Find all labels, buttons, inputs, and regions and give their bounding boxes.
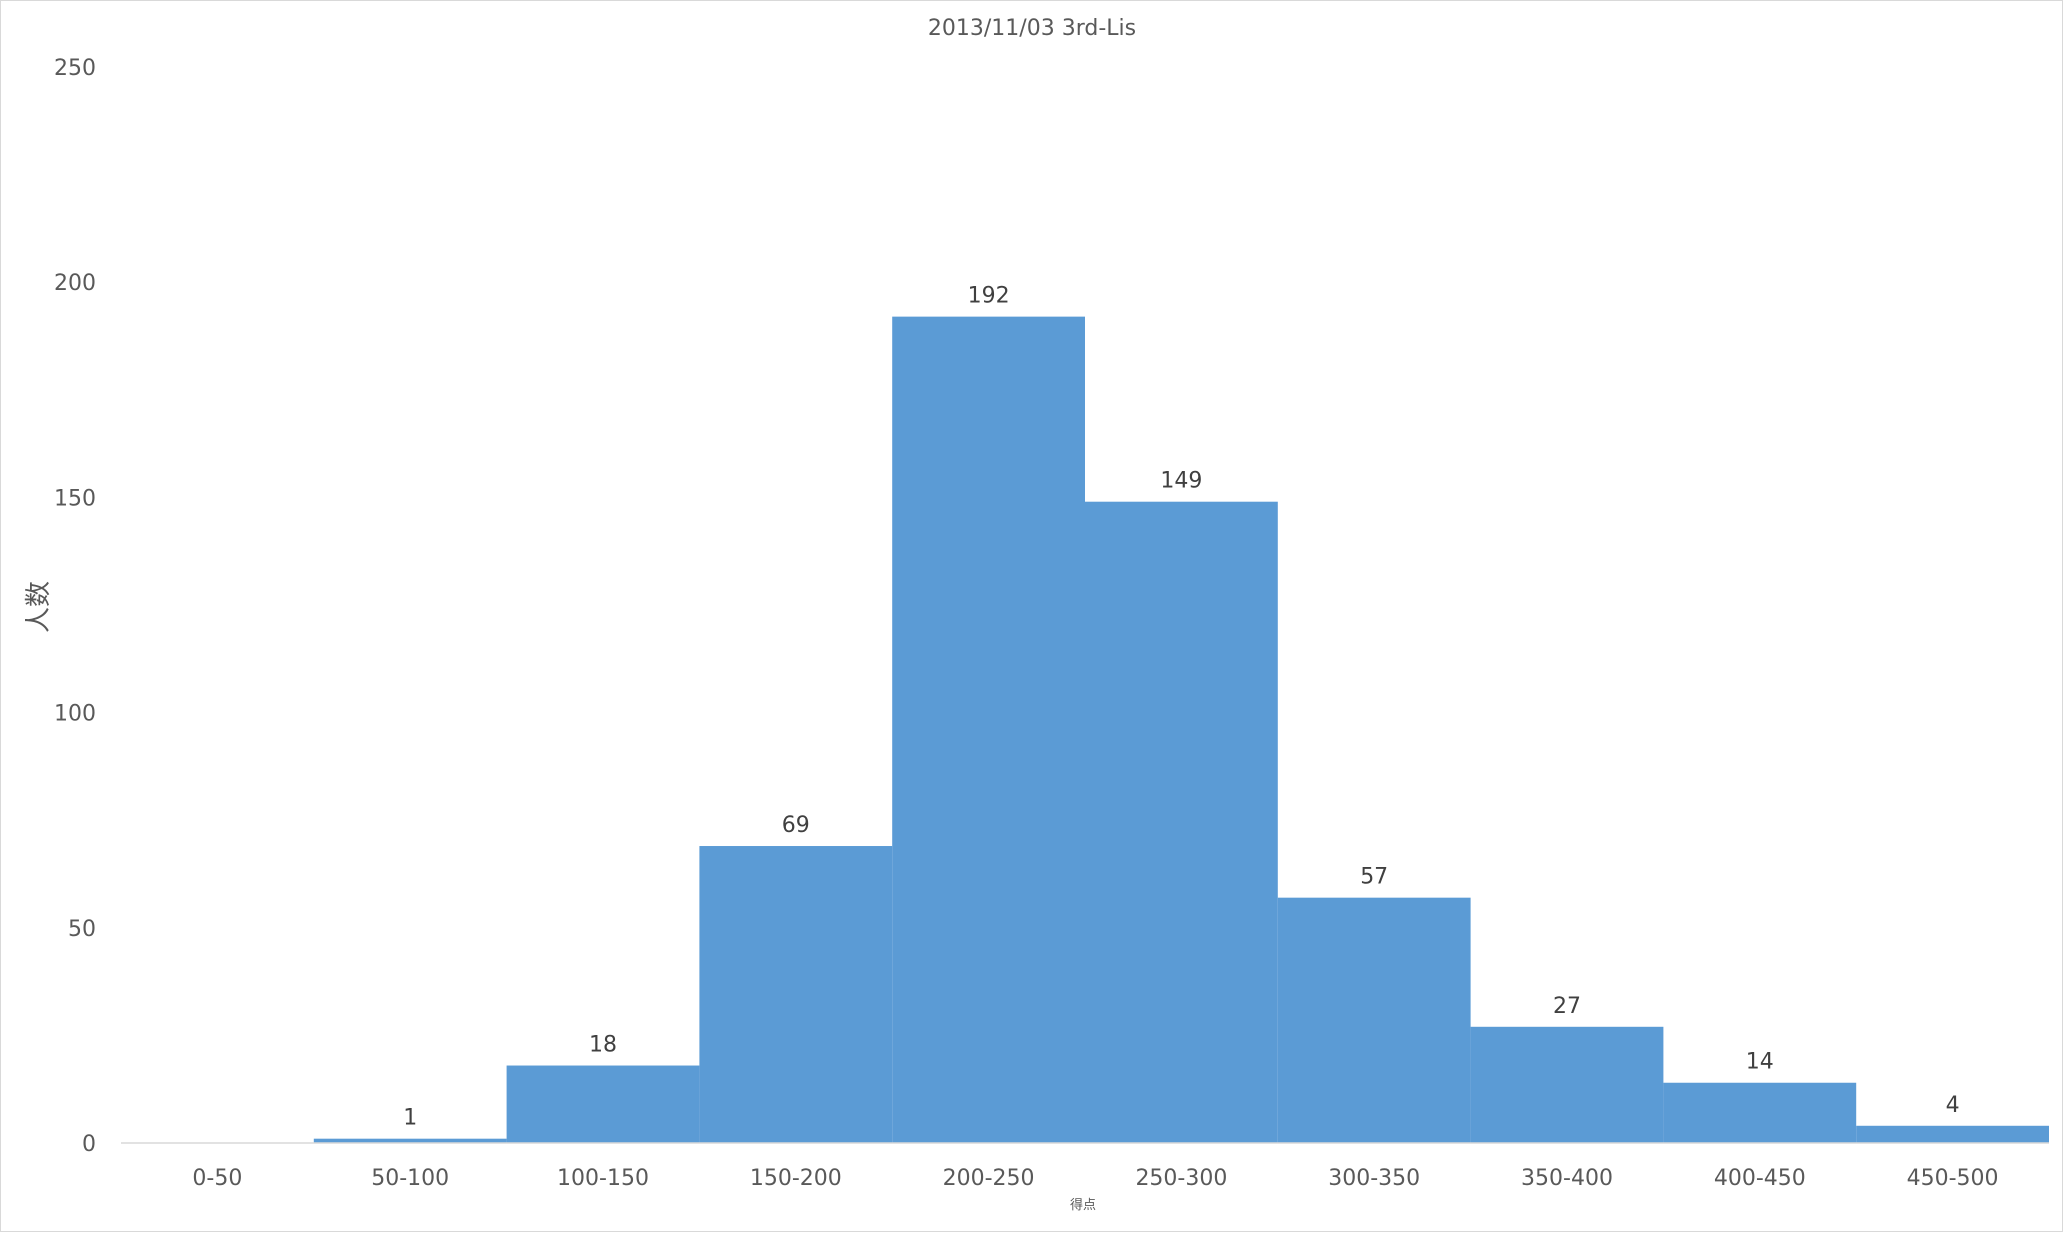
- data-label-150-200: 69: [782, 813, 810, 838]
- chart-title: 2013/11/03 3rd-Lis: [928, 16, 1136, 41]
- bar-100-150: [506, 1065, 700, 1143]
- bar-200-250: [892, 316, 1085, 1144]
- data-label-50-100: 1: [403, 1106, 417, 1131]
- x-axis-title: 得点: [1070, 1197, 1096, 1213]
- x-tick-label: 100-150: [557, 1166, 649, 1191]
- bar-400-450: [1663, 1082, 1857, 1143]
- bar-250-300: [1085, 501, 1278, 1144]
- x-tick-label: 0-50: [192, 1166, 242, 1191]
- bar-300-350: [1277, 897, 1471, 1143]
- y-axis-ticks: 0 50 100 150 200 250: [54, 56, 96, 1157]
- y-axis-title: 人数: [24, 581, 54, 633]
- x-tick-label: 450-500: [1907, 1166, 1999, 1191]
- y-tick-label: 150: [54, 486, 96, 511]
- bar-350-400: [1470, 1026, 1664, 1143]
- y-tick-label: 100: [54, 702, 96, 727]
- data-label-200-250: 192: [968, 284, 1010, 309]
- x-tick-label: 250-300: [1135, 1166, 1227, 1191]
- x-axis-ticks: 0-50 50-100 100-150 150-200 200-250 250-300 30…: [192, 1166, 1998, 1191]
- y-tick-label: 50: [68, 917, 96, 942]
- y-tick-label: 250: [54, 56, 96, 81]
- data-label-250-300: 149: [1160, 469, 1202, 494]
- x-tick-label: 150-200: [750, 1166, 842, 1191]
- data-label-400-450: 14: [1746, 1050, 1774, 1075]
- bar-150-200: [699, 846, 893, 1143]
- x-tick-label: 300-350: [1328, 1166, 1420, 1191]
- x-tick-label: 200-250: [943, 1166, 1035, 1191]
- data-label-100-150: 18: [589, 1033, 617, 1058]
- x-tick-label: 400-450: [1714, 1166, 1806, 1191]
- data-labels-group: 1 18 69 192 149 57 27 14 4: [403, 284, 1959, 1131]
- data-label-300-350: 57: [1360, 865, 1388, 890]
- bar-50-100: [313, 1138, 507, 1143]
- bars-group: [313, 316, 2049, 1144]
- data-label-450-500: 4: [1946, 1093, 1960, 1118]
- data-label-350-400: 27: [1553, 994, 1581, 1019]
- x-tick-label: 50-100: [371, 1166, 449, 1191]
- bar-450-500: [1856, 1125, 2049, 1143]
- y-tick-label: 200: [54, 271, 96, 296]
- y-tick-label: 0: [82, 1132, 96, 1157]
- x-tick-label: 350-400: [1521, 1166, 1613, 1191]
